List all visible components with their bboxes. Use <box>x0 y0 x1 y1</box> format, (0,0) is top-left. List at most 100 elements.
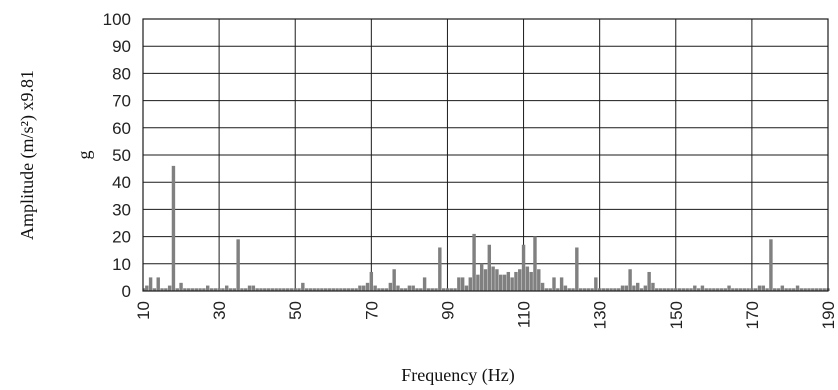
bar <box>400 288 404 291</box>
bar <box>712 288 716 291</box>
bar <box>696 288 701 291</box>
bar <box>236 239 240 291</box>
x-tick-label: 70 <box>362 301 381 320</box>
bar <box>430 288 434 291</box>
bar <box>289 288 294 291</box>
bar <box>483 269 488 291</box>
bar <box>811 288 815 291</box>
bar <box>514 271 518 291</box>
bar <box>704 288 708 291</box>
bar-series <box>143 165 830 291</box>
bar <box>578 288 583 291</box>
bar <box>734 288 739 291</box>
bar <box>822 288 826 291</box>
bar <box>674 288 678 291</box>
bar <box>342 288 347 291</box>
y-tick-label: 40 <box>112 173 131 192</box>
bar <box>411 285 415 291</box>
bar <box>556 288 560 291</box>
y-axis-label: Amplitude (m/s²) x9.81 <box>17 70 38 240</box>
bar <box>171 165 176 291</box>
bar <box>460 277 465 291</box>
bar <box>818 288 823 291</box>
bar <box>795 285 800 291</box>
bar <box>419 288 423 291</box>
bar <box>415 288 419 291</box>
bar <box>624 285 629 291</box>
bar <box>320 288 324 291</box>
bar <box>723 288 727 291</box>
x-tick-label: 10 <box>134 301 153 320</box>
bar <box>244 288 248 291</box>
x-tick-label: 30 <box>210 301 229 320</box>
bar <box>148 277 153 291</box>
bar <box>552 277 556 291</box>
bar <box>438 247 442 291</box>
bar <box>750 288 754 291</box>
bar <box>510 277 514 291</box>
y-tick-label: 70 <box>112 92 131 111</box>
bar <box>202 288 206 291</box>
bar <box>544 288 549 291</box>
bar <box>628 269 632 291</box>
bar <box>476 274 480 291</box>
bar <box>799 288 804 291</box>
bar <box>232 288 237 291</box>
y-tick-label: 100 <box>103 10 131 29</box>
bar <box>719 288 724 291</box>
y-tick-label: 30 <box>112 200 131 219</box>
bar <box>209 288 214 291</box>
bar <box>647 271 651 291</box>
y-tick-label: 90 <box>112 37 131 56</box>
bar <box>228 288 233 291</box>
grid <box>142 18 829 292</box>
y-axis-unit: g <box>74 151 94 160</box>
bar <box>152 288 157 291</box>
bar <box>506 271 511 291</box>
bar <box>301 282 305 291</box>
bar <box>693 285 697 291</box>
bar <box>217 288 221 291</box>
bar <box>346 288 351 291</box>
bar <box>167 285 172 291</box>
bar <box>164 288 168 291</box>
x-tick-label: 110 <box>515 301 534 328</box>
bar <box>225 285 229 291</box>
bar <box>240 288 244 291</box>
bar <box>365 282 370 291</box>
bar <box>407 285 412 291</box>
bar <box>715 288 720 291</box>
bar <box>518 269 522 291</box>
bar <box>449 288 453 291</box>
x-tick-label: 130 <box>591 301 610 329</box>
bar <box>392 269 396 291</box>
y-tick-labels: 0 10 20 30 40 50 60 70 80 90 100 <box>103 10 131 301</box>
bar <box>586 288 590 291</box>
bar <box>658 288 663 291</box>
bar <box>270 288 275 291</box>
bar <box>613 288 617 291</box>
bar <box>601 288 606 291</box>
bar <box>388 282 393 291</box>
bar <box>350 288 355 291</box>
bar <box>384 288 389 291</box>
bar <box>285 288 290 291</box>
bar <box>533 236 537 291</box>
bar <box>278 288 282 291</box>
x-tick-labels: 10 30 50 70 90 110 130 150 170 190 <box>134 301 838 329</box>
bar <box>567 288 571 291</box>
bar <box>312 288 316 291</box>
bar <box>662 288 667 291</box>
bar <box>666 288 670 291</box>
bar <box>521 244 526 291</box>
bar <box>495 269 499 291</box>
bar <box>708 288 712 291</box>
bar <box>537 269 541 291</box>
plot-frame <box>142 18 829 292</box>
bar <box>776 288 781 291</box>
bar <box>179 282 183 291</box>
bar <box>175 288 179 291</box>
bar <box>780 285 785 291</box>
bar <box>381 288 385 291</box>
